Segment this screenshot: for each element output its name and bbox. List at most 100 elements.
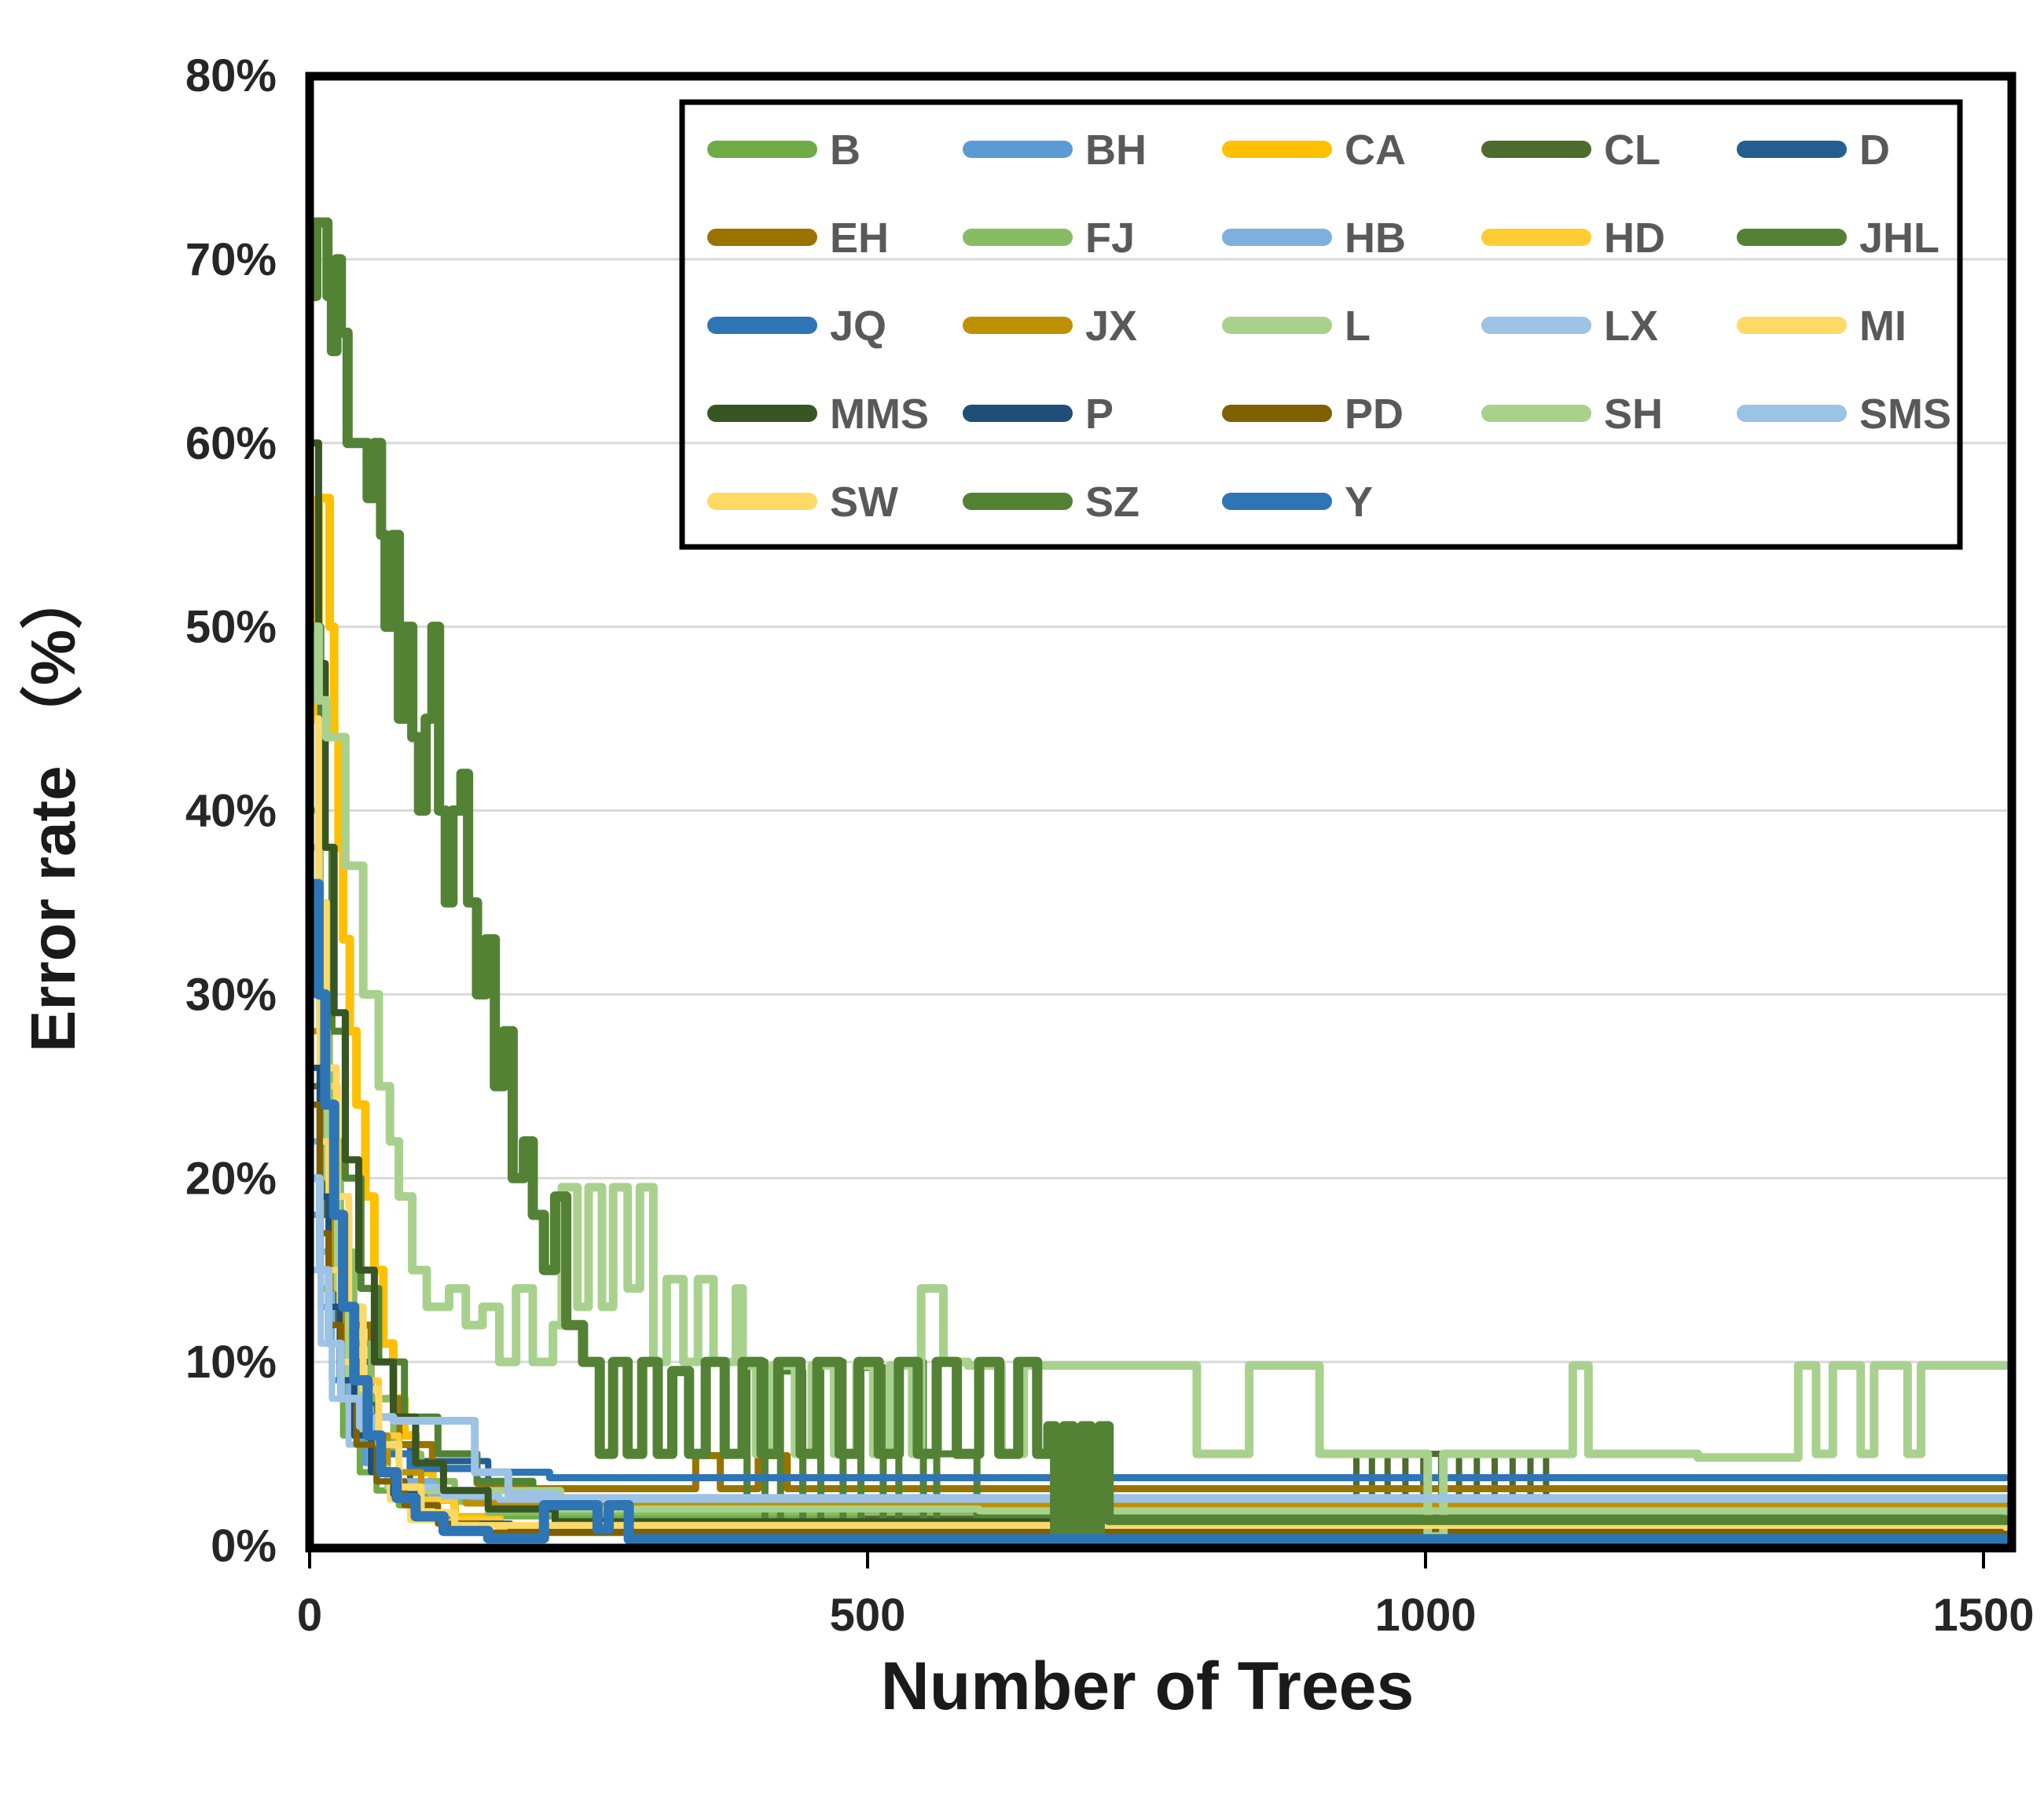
legend-swatch-HB [1222,229,1332,246]
legend-item-FJ: FJ [963,215,1135,262]
legend-item-HD: HD [1481,215,1665,262]
gridlines [314,258,2007,1363]
y-tick-label-40: 40% [185,786,277,837]
y-tick-label-80: 80% [185,50,277,101]
legend-swatch-CL [1481,141,1591,158]
legend-label-JHL: JHL [1859,215,1939,262]
legend-swatch-JQ [707,317,817,334]
series-line-SH [310,622,2010,1541]
legend-item-SZ: SZ [963,479,1139,526]
legend-label-JQ: JQ [830,303,886,350]
series-line-SZ [310,217,2011,1542]
legend-item-Y: Y [1222,479,1373,526]
series-line-Y [310,879,2011,1545]
y-tick-label-30: 30% [185,969,277,1020]
legend-swatch-B [707,141,817,158]
x-tick-label-500: 500 [830,1590,906,1641]
legend-swatch-SMS [1737,405,1847,422]
legend-item-CA: CA [1222,127,1406,174]
legend-item-L: L [1222,303,1371,350]
legend-swatch-BH [963,141,1073,158]
x-tick-label-1000: 1000 [1374,1590,1476,1641]
series-line-MMS [310,439,2009,1528]
legend-item-P: P [963,391,1114,438]
legend-swatch-SW [707,493,817,510]
legend-label-FJ: FJ [1085,215,1135,262]
axis-ticks: 0% 10% 20% 30% 40% 50% 60% 70% 80% 0 500 1000 1500 [185,50,2035,1641]
legend-swatch-JX [963,317,1073,334]
legend-label-CL: CL [1604,127,1661,174]
plot-border [305,72,2016,1553]
legend-label-CA: CA [1345,127,1406,174]
legend-border [679,99,1963,550]
legend-label-PD: PD [1345,391,1404,438]
legend-label-MI: MI [1859,303,1906,350]
legend-swatch-LX [1481,317,1591,334]
legend-label-P: P [1085,391,1114,438]
legend-label-HB: HB [1345,215,1406,262]
legend-item-CL: CL [1481,127,1661,174]
legend-label-EH: EH [830,215,889,262]
legend: B BH CA CL D EH FJ HB HD JHL JQ JX L LX MI MMS P PD SH SMS S… [679,99,1963,550]
legend-swatch-CA [1222,141,1332,158]
series-lines [310,217,2011,1545]
legend-swatch-L [1222,317,1332,334]
y-tick-label-50: 50% [185,602,277,653]
legend-label-SMS: SMS [1859,391,1951,438]
legend-label-L: L [1345,303,1371,350]
y-tick-label-20: 20% [185,1153,277,1204]
legend-swatch-PD [1222,405,1332,422]
legend-swatch-MMS [707,405,817,422]
legend-label-LX: LX [1604,303,1658,350]
legend-label-SZ: SZ [1085,479,1139,526]
legend-label-SH: SH [1604,391,1663,438]
legend-swatch-Y [1222,493,1332,510]
legend-item-EH: EH [707,215,889,262]
x-tick-label-1500: 1500 [1932,1590,2034,1641]
series-line-HD [310,715,2009,1535]
series-line-FJ [310,807,2009,1518]
legend-swatch-MI [1737,317,1847,334]
y-axis-title: Error rate （%） [18,567,88,1052]
legend-item-MMS: MMS [707,391,929,438]
legend-swatch-FJ [963,229,1073,246]
legend-swatch-EH [707,229,817,246]
legend-swatch-SH [1481,405,1591,422]
legend-label-MMS: MMS [830,391,929,438]
legend-label-D: D [1859,127,1890,174]
legend-item-SH: SH [1481,391,1663,438]
legend-swatch-HD [1481,229,1591,246]
legend-swatch-JHL [1737,229,1847,246]
legend-label-JX: JX [1085,303,1137,350]
y-tick-label-10: 10% [185,1337,277,1388]
x-tick-label-0: 0 [297,1590,322,1641]
y-tick-label-70: 70% [185,234,277,285]
legend-item-B: B [707,127,861,174]
legend-item-HB: HB [1222,215,1406,262]
legend-label-SW: SW [830,479,898,526]
y-tick-label-0: 0% [211,1521,277,1572]
series-line-CA [310,493,2010,1534]
legend-item-SMS: SMS [1737,391,1951,438]
x-axis-title: Number of Trees [881,1649,1415,1724]
legend-label-BH: BH [1085,127,1147,174]
legend-item-LX: LX [1481,303,1658,350]
legend-label-HD: HD [1604,215,1665,262]
legend-swatch-P [963,405,1073,422]
series-line-L [310,843,2009,1517]
y-tick-label-60: 60% [185,418,277,469]
legend-swatch-D [1737,141,1847,158]
legend-label-B: B [830,127,861,174]
legend-item-JX: JX [963,303,1137,350]
legend-item-JQ: JQ [707,303,886,350]
legend-item-BH: BH [963,127,1147,174]
series-line-SW [310,715,2009,1532]
legend-item-JHL: JHL [1737,215,1939,262]
series-line-JHL [310,623,2009,1540]
series-line-SMS [310,1174,2010,1502]
legend-item-D: D [1737,127,1890,174]
legend-swatch-SZ [963,493,1073,510]
legend-item-MI: MI [1737,303,1906,350]
